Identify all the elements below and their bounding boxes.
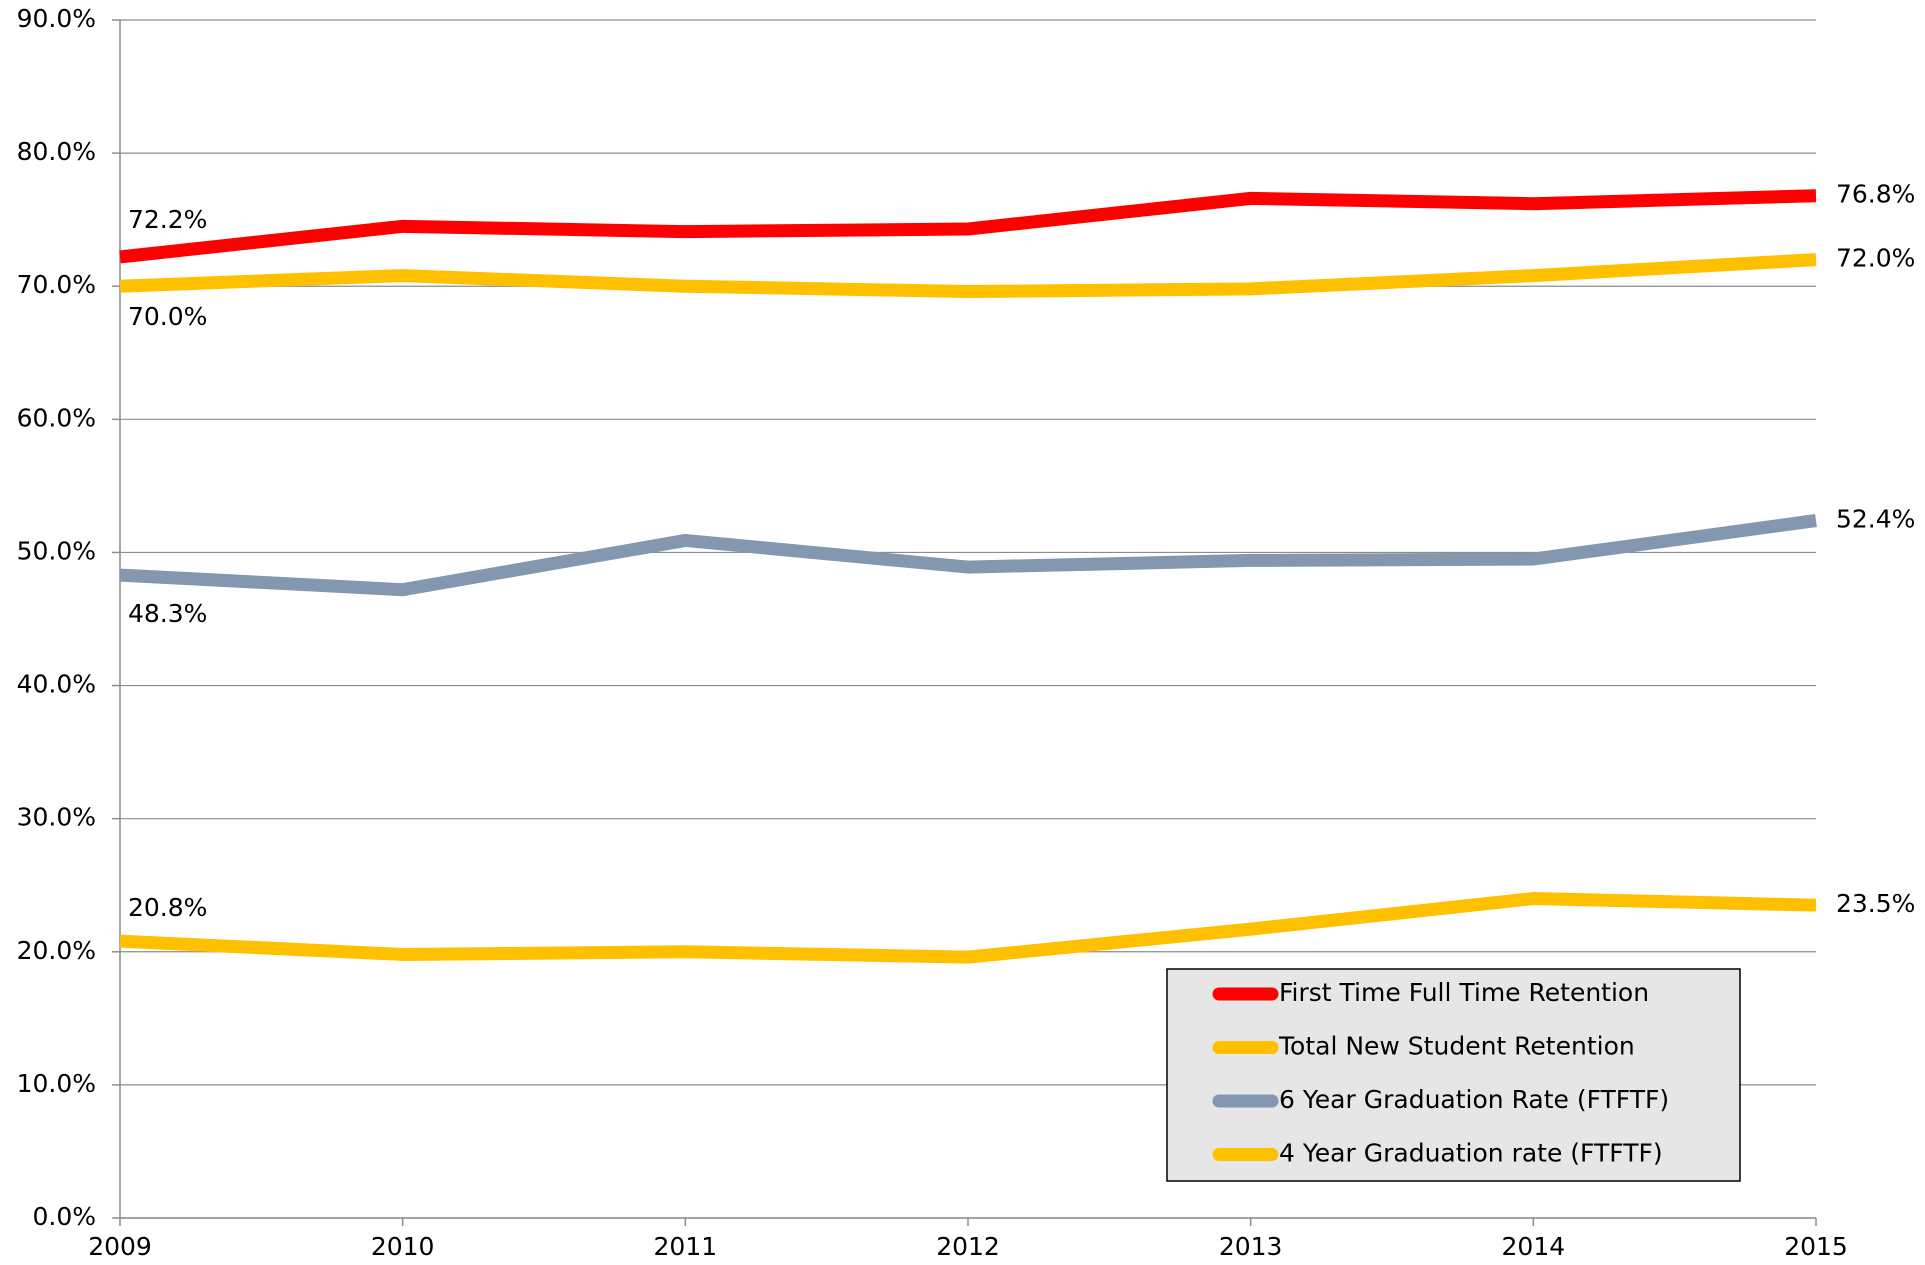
y-tick-label: 0.0% (32, 1202, 96, 1231)
data-label: 72.2% (128, 205, 207, 234)
y-tick-label: 30.0% (17, 803, 96, 832)
x-tick-label: 2009 (88, 1232, 152, 1261)
series-line (119, 514, 1817, 597)
x-tick-label: 2014 (1502, 1232, 1566, 1261)
y-tick-label: 70.0% (17, 270, 96, 299)
data-label: 23.5% (1836, 889, 1915, 918)
legend-label: 4 Year Graduation rate (FTFTF) (1279, 1139, 1663, 1168)
data-label: 48.3% (128, 599, 207, 628)
data-label: 20.8% (128, 893, 207, 922)
series-line (119, 189, 1817, 264)
x-tick-label: 2011 (654, 1232, 718, 1261)
data-label: 76.8% (1836, 180, 1915, 209)
y-tick-label: 20.0% (17, 936, 96, 965)
x-tick-label: 2015 (1784, 1232, 1848, 1261)
data-label: 52.4% (1836, 504, 1915, 533)
y-tick-label: 60.0% (17, 403, 96, 432)
legend-label: First Time Full Time Retention (1279, 978, 1649, 1007)
x-tick-label: 2013 (1219, 1232, 1283, 1261)
y-tick-label: 50.0% (17, 536, 96, 565)
legend-box (1166, 968, 1741, 1182)
series-line (119, 892, 1817, 964)
series-line (119, 253, 1817, 299)
legend-label: Total New Student Retention (1278, 1032, 1635, 1061)
y-tick-label: 90.0% (17, 4, 96, 33)
legend-label: 6 Year Graduation Rate (FTFTF) (1279, 1085, 1669, 1114)
x-tick-label: 2012 (936, 1232, 1000, 1261)
y-tick-label: 80.0% (17, 137, 96, 166)
y-tick-label: 10.0% (17, 1069, 96, 1098)
data-label: 72.0% (1836, 244, 1915, 273)
y-tick-label: 40.0% (17, 670, 96, 699)
data-label: 70.0% (128, 302, 207, 331)
x-tick-label: 2010 (371, 1232, 435, 1261)
